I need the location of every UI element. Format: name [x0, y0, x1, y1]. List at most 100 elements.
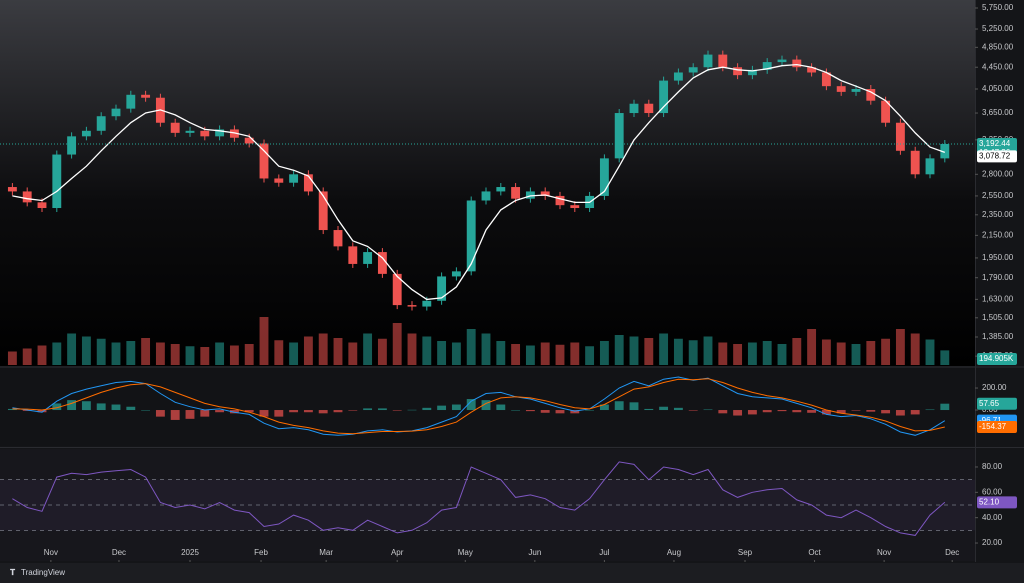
y-tick-label: 4,850.00 [982, 42, 1014, 51]
y-tick-label: 1,630.00 [982, 294, 1014, 303]
histogram-bar [688, 410, 698, 411]
volume-bar [644, 338, 654, 365]
y-tick-label: 1,950.00 [982, 253, 1014, 262]
candle [821, 72, 831, 87]
volume-bar [762, 341, 772, 365]
volume-bar [141, 338, 151, 365]
y-tick-label: 2,550.00 [982, 191, 1014, 200]
histogram-bar [836, 410, 846, 414]
candle [629, 103, 639, 114]
candle [407, 305, 417, 307]
ma-last-box [977, 150, 1017, 163]
volume-bar [466, 329, 476, 365]
histogram-bar [525, 410, 535, 412]
candle [141, 94, 151, 98]
signal-last-box [977, 421, 1017, 434]
y-tick-label: 4,050.00 [982, 84, 1014, 93]
histogram-bar [437, 405, 447, 411]
y-tick-label: 2,150.00 [982, 230, 1014, 239]
volume-bar [407, 333, 417, 365]
candle [659, 80, 669, 114]
y-tick-label: 4,450.00 [982, 62, 1014, 71]
histogram-bar [259, 410, 269, 417]
histogram-bar [747, 410, 757, 415]
rsi-last: 52.10 [979, 497, 1000, 506]
macd-line [12, 376, 946, 436]
histogram-bar [792, 410, 802, 413]
volume-bar [925, 339, 935, 365]
histogram-bar [363, 408, 373, 411]
candle [96, 116, 106, 131]
candle [303, 174, 313, 192]
histogram-bar [866, 410, 876, 412]
histogram-bar [318, 410, 328, 414]
volume-bar [363, 333, 373, 365]
volume-bar [318, 333, 328, 365]
histogram-bar [377, 408, 387, 411]
volume-bar [673, 338, 683, 365]
candle [881, 100, 891, 123]
histogram-bar [96, 403, 106, 411]
histogram-bar [777, 410, 787, 412]
candle [377, 252, 387, 274]
histogram-bar [851, 410, 861, 411]
signal-last: -154.37 [979, 422, 1007, 431]
volume-bar [659, 333, 669, 365]
moving-average [12, 63, 946, 301]
histogram-bar [466, 399, 476, 411]
volume-bar [303, 336, 313, 365]
volume-bar [244, 344, 254, 365]
histogram-bar [392, 410, 402, 411]
histogram-bar [895, 410, 905, 416]
histogram-bar [570, 410, 580, 414]
candle [67, 136, 77, 155]
candle [274, 178, 284, 183]
candle [185, 130, 195, 133]
rsi-line [12, 461, 946, 536]
volume-bar [348, 342, 358, 365]
histogram-bar [496, 404, 506, 411]
candle [777, 59, 787, 63]
volume-bar [629, 336, 639, 365]
candle [925, 158, 935, 175]
histogram-bar [52, 403, 62, 411]
volume-bar [555, 344, 565, 365]
volume-bar [155, 342, 165, 365]
x-tick-label: May [458, 548, 473, 557]
x-tick-label: Dec [945, 548, 959, 557]
candle [363, 252, 373, 264]
volume-bar [703, 336, 713, 365]
candle [22, 191, 32, 203]
histogram-bar [881, 410, 891, 414]
candle [422, 300, 432, 307]
histogram-bar [718, 410, 728, 414]
volume-bar [496, 341, 506, 365]
histogram-bar [422, 407, 432, 411]
volume-bar [96, 338, 106, 365]
candle [836, 86, 846, 92]
candle [496, 187, 506, 192]
candle [688, 67, 698, 73]
candle [910, 150, 920, 175]
histogram-bar [81, 401, 91, 411]
histogram-bar [673, 407, 683, 411]
histogram-bar [200, 410, 210, 417]
x-tick-label: Feb [254, 548, 268, 557]
candle [762, 62, 772, 70]
x-tick-label: Aug [667, 548, 681, 557]
volume-bar [599, 341, 609, 365]
candle [733, 67, 743, 76]
histogram-bar [67, 400, 77, 411]
candle [437, 276, 447, 301]
candle [289, 174, 299, 183]
histogram-bar [644, 408, 654, 411]
candle [747, 69, 757, 76]
candle [170, 122, 180, 133]
candle [703, 54, 713, 68]
volume-bar [585, 346, 595, 365]
y-tick-label: 20.00 [982, 538, 1003, 547]
candle [244, 137, 254, 144]
x-tick-label: Mar [319, 548, 333, 557]
histogram-bar [555, 410, 565, 414]
brand: TradingView [21, 568, 65, 577]
